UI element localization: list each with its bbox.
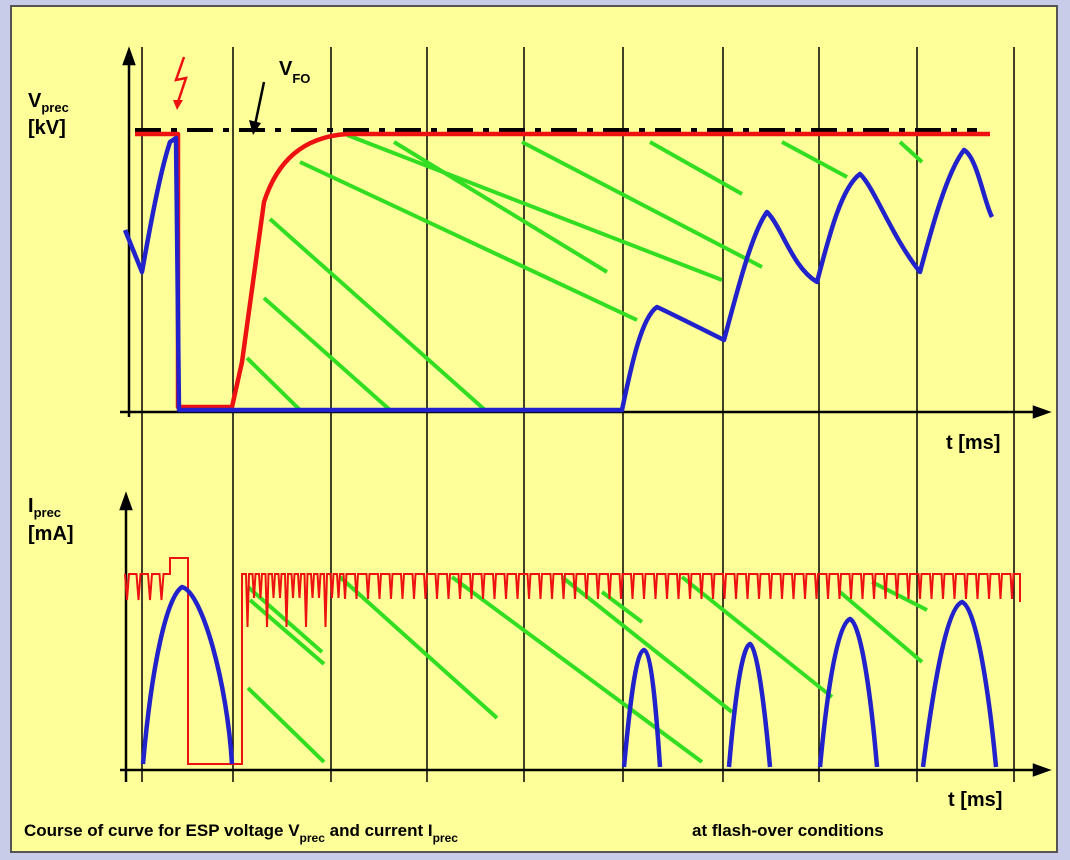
lightning-arrowhead	[173, 100, 183, 110]
red-current-curve	[124, 557, 1021, 765]
vfo-pointer-arrow	[253, 81, 266, 126]
green-hatching	[245, 133, 928, 764]
lightning-bolt-icon	[174, 56, 188, 103]
hatch-line	[450, 575, 704, 764]
caption: Course of curve for ESP voltage Vprec an…	[24, 821, 884, 845]
top-y-label: Vprec	[28, 90, 69, 115]
blue-current-pulse-4	[920, 599, 999, 768]
hatch-line	[680, 575, 834, 699]
hatch-line	[299, 160, 638, 322]
hatch-line	[338, 575, 499, 720]
esp-flashover-diagram: Vprec [kV] VFO t [ms] Iprec [mA] t [ms] …	[24, 46, 1052, 845]
blue-current-curve	[140, 584, 235, 765]
top-y-unit: [kV]	[28, 117, 66, 139]
hatch-line	[245, 356, 302, 412]
vertical-grid-lines	[141, 47, 1015, 782]
hatch-line	[521, 140, 763, 269]
blue-voltage-curve	[122, 135, 995, 413]
blue-current-pulse-1	[621, 647, 663, 768]
top-x-label: t [ms]	[946, 432, 1000, 454]
hatch-line	[392, 140, 609, 274]
hatch-line	[248, 598, 326, 666]
blue-current-pulse-2	[726, 641, 773, 768]
flashover-label: VFO	[279, 58, 310, 86]
hatch-line	[871, 580, 928, 612]
hatch-line	[898, 140, 924, 164]
hatch-line	[262, 296, 392, 412]
vfo-arrowhead	[249, 120, 261, 135]
diagram-panel: Vprec [kV] VFO t [ms] Iprec [mA] t [ms] …	[10, 5, 1058, 853]
hatch-line	[649, 140, 743, 196]
hatch-line	[560, 575, 734, 714]
top-x-arrow	[1032, 405, 1052, 419]
blue-current-pulse-3	[817, 616, 880, 768]
bottom-x-label: t [ms]	[948, 789, 1002, 811]
red-voltage-curve	[135, 131, 990, 410]
top-y-arrow	[122, 46, 136, 66]
bottom-x-arrow	[1032, 763, 1052, 777]
hatch-line	[246, 686, 326, 764]
hatch-line	[268, 217, 487, 412]
bottom-y-unit: [mA]	[28, 523, 74, 545]
bottom-y-arrow	[119, 491, 133, 511]
hatch-line	[838, 590, 924, 664]
hatch-line	[781, 140, 848, 179]
bottom-y-label: Iprec	[28, 495, 61, 520]
bottom-axes	[119, 491, 1052, 782]
hatch-line	[346, 133, 723, 282]
